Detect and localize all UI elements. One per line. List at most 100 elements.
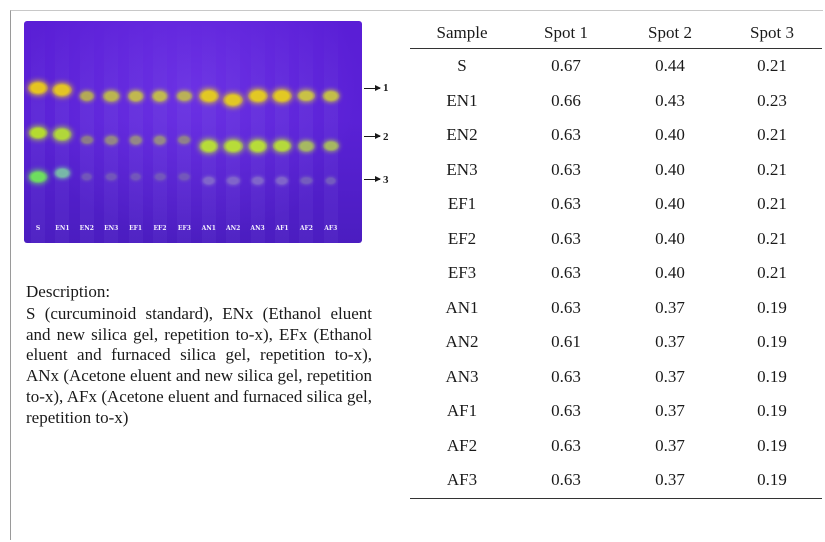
- tlc-spot: [223, 92, 244, 107]
- cell-sample: AF1: [446, 401, 478, 421]
- arrow-icon: [364, 175, 381, 183]
- cell-spot-3: 0.19: [757, 435, 787, 455]
- cell-sample: AN1: [445, 297, 479, 317]
- description-title: Description:: [26, 282, 111, 301]
- lane-label: EN1: [55, 225, 70, 232]
- cell-spot-1: 0.63: [551, 263, 581, 283]
- table-row: AN1 0.63 0.37 0.19: [410, 291, 822, 326]
- tlc-spot: [272, 139, 292, 153]
- plate-lane: [79, 21, 94, 243]
- table-row: EF3 0.63 0.40 0.21: [410, 256, 822, 291]
- lane-label: AN1: [201, 225, 216, 232]
- cell-spot-1: 0.63: [551, 228, 581, 248]
- lane-label: EF1: [129, 225, 143, 232]
- cell-spot-1: 0.63: [551, 297, 581, 317]
- tlc-spot: [272, 89, 292, 104]
- spot-marker-1: 1: [364, 82, 389, 94]
- table-body: S 0.67 0.44 0.21 EN1 0.66 0.43 0.23 EN2 0.63 0.40 0…: [410, 49, 822, 499]
- lane-label: EN3: [104, 225, 119, 232]
- cell-spot-3: 0.19: [757, 332, 787, 352]
- tlc-spot: [176, 90, 192, 102]
- plate-lane: [201, 21, 216, 243]
- plate-glow: [24, 21, 362, 243]
- header-sample: Sample: [410, 18, 514, 49]
- table-row: EF2 0.63 0.40 0.21: [410, 222, 822, 257]
- table-row: S 0.67 0.44 0.21: [410, 49, 822, 84]
- cell-sample: S: [457, 56, 467, 76]
- tlc-spot: [105, 172, 117, 181]
- cell-sample: AF3: [410, 463, 514, 499]
- cell-sample: EF2: [447, 228, 477, 248]
- cell-sample: EF1: [447, 194, 477, 214]
- plate-lane: [250, 21, 265, 243]
- tlc-spot: [177, 135, 191, 145]
- arrow-icon: [364, 132, 381, 140]
- cell-sample: AN3: [445, 366, 479, 386]
- tlc-spot: [54, 167, 70, 179]
- tlc-spot: [297, 89, 316, 103]
- cell-spot-2: 0.37: [655, 401, 685, 421]
- tlc-spot: [52, 127, 72, 142]
- description-block: Description: S (curcuminoid standard), E…: [26, 282, 372, 429]
- tlc-plate-image: S EN1 EN2 EN3 EF1 EF2 EF3 AN1 AN2 AN3 AF1 AF2 AF3: [24, 21, 362, 243]
- spot-marker-label: 2: [383, 130, 389, 143]
- table-row: AN3 0.63 0.37 0.19: [410, 360, 822, 395]
- cell-spot-3: 0.21: [757, 263, 787, 283]
- table-row: AF3 0.63 0.37 0.19: [410, 463, 822, 499]
- cell-spot-3: 0.21: [757, 228, 787, 248]
- tlc-spot: [28, 125, 48, 140]
- tlc-spot: [154, 172, 166, 181]
- plate-lane: [323, 21, 338, 243]
- tlc-spot: [28, 170, 48, 184]
- figure-frame: [10, 10, 823, 540]
- cell-spot-1: 0.61: [551, 332, 581, 352]
- cell-spot-1: 0.66: [551, 90, 581, 110]
- tlc-spot: [178, 172, 191, 181]
- cell-spot-2: 0.40: [655, 194, 685, 214]
- spot-marker-label: 3: [383, 173, 389, 186]
- cell-spot-1: 0.63: [551, 401, 581, 421]
- tlc-spot: [300, 176, 313, 185]
- header-spot-2: Spot 2: [618, 18, 722, 49]
- tlc-spot: [322, 90, 340, 103]
- table-row: AF2 0.63 0.37 0.19: [410, 429, 822, 464]
- cell-spot-3: 0.21: [757, 194, 787, 214]
- table-header-row: Sample Spot 1 Spot 2 Spot 3: [410, 18, 822, 49]
- lane-label: AN3: [250, 225, 265, 232]
- spot-marker-3: 3: [364, 174, 389, 186]
- cell-spot-2: 0.40: [655, 159, 685, 179]
- lane-label: AN2: [226, 225, 241, 232]
- cell-spot-2: 0.37: [618, 463, 722, 499]
- header-spot-1: Spot 1: [514, 18, 618, 49]
- cell-spot-3: 0.19: [757, 297, 787, 317]
- cell-spot-1: 0.67: [551, 56, 581, 76]
- tlc-spot: [153, 135, 167, 145]
- cell-spot-2: 0.37: [655, 366, 685, 386]
- tlc-spot: [223, 139, 243, 153]
- tlc-spot: [250, 175, 265, 186]
- tlc-spot: [151, 90, 169, 102]
- cell-spot-1: 0.63: [514, 463, 618, 499]
- tlc-spot: [129, 172, 142, 181]
- cell-spot-3: 0.23: [757, 90, 787, 110]
- cell-spot-3: 0.21: [757, 56, 787, 76]
- tlc-spot: [247, 139, 268, 153]
- table-row: EN2 0.63 0.40 0.21: [410, 118, 822, 153]
- cell-sample: AN2: [445, 332, 479, 352]
- plate-lane: [299, 21, 314, 243]
- lane-label: AF3: [324, 225, 338, 232]
- lane-label: S: [35, 225, 41, 232]
- cell-spot-3: 0.19: [757, 401, 787, 421]
- tlc-spot: [28, 81, 48, 96]
- lane-label: EN2: [79, 225, 94, 232]
- plate-lane: [104, 21, 119, 243]
- tlc-spot: [128, 135, 143, 145]
- cell-sample: EN2: [446, 125, 478, 145]
- cell-spot-2: 0.37: [655, 297, 685, 317]
- cell-spot-2: 0.37: [655, 435, 685, 455]
- tlc-spot: [79, 90, 95, 102]
- cell-spot-1: 0.63: [551, 435, 581, 455]
- tlc-spot: [322, 140, 339, 152]
- cell-spot-3: 0.21: [757, 125, 787, 145]
- tlc-spot: [298, 140, 315, 152]
